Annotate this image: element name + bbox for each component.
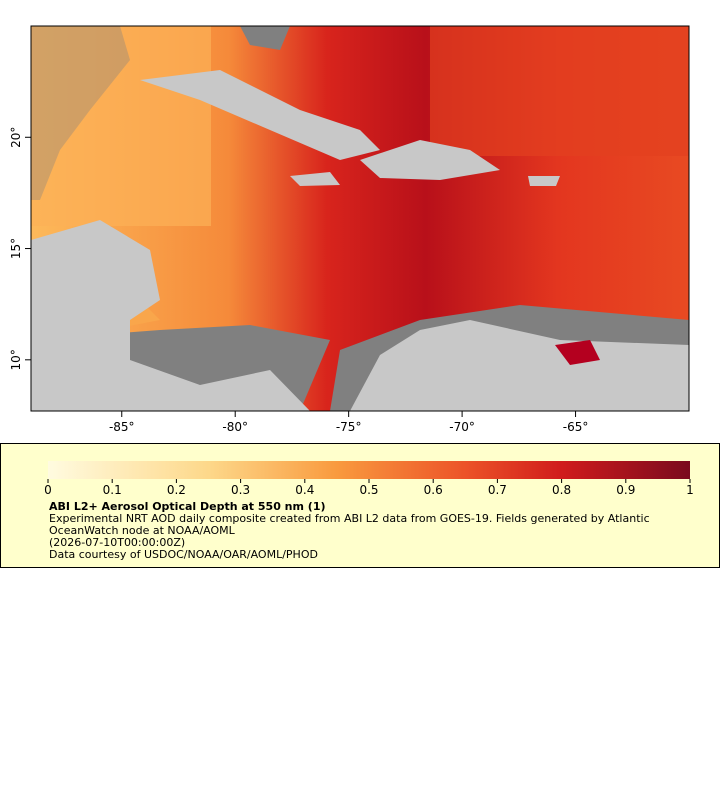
colorbar-tick-label: 0.8 <box>552 483 571 497</box>
x-tick-label: -75° <box>336 420 362 434</box>
x-tick-label: -65° <box>563 420 589 434</box>
colorbar-tick-label: 0.4 <box>295 483 314 497</box>
colorbar-tick-label: 0.9 <box>616 483 635 497</box>
map-image <box>31 26 689 411</box>
colorbar-tick-label: 0.2 <box>167 483 186 497</box>
colorbar-tick-label: 0.1 <box>103 483 122 497</box>
colorbar-tick-label: 0 <box>44 483 52 497</box>
y-tick-label: 20° <box>9 127 23 148</box>
x-tick-label: -80° <box>222 420 248 434</box>
y-tick-label: 10° <box>9 349 23 370</box>
map-figure: -85° -80° -75° -70° -65° 10° 15° 20° <box>9 25 690 434</box>
legend-title: ABI L2+ Aerosol Optical Depth at 550 nm … <box>49 500 326 513</box>
colorbar-ramp <box>48 461 690 479</box>
colorbar-tick-label: 1 <box>686 483 694 497</box>
legend-line: (2026-07-10T00:00:00Z) <box>49 536 186 549</box>
map-frame <box>30 25 690 412</box>
colorbar-tick-label: 0.7 <box>488 483 507 497</box>
legend-line: Experimental NRT AOD daily composite cre… <box>49 512 650 525</box>
x-tick-label: -70° <box>449 420 475 434</box>
colorbar-tick-label: 0.6 <box>424 483 443 497</box>
legend-line: OceanWatch node at NOAA/AOML <box>49 524 235 537</box>
legend-box: 0 0.1 0.2 0.3 0.4 0.5 0.6 0.7 0.8 0.9 1 ABI L2+ Ae… <box>0 443 720 568</box>
colorbar: 0 0.1 0.2 0.3 0.4 0.5 0.6 0.7 0.8 0.9 1 <box>44 461 694 497</box>
colorbar-tick-label: 0.3 <box>231 483 250 497</box>
y-tick-label: 15° <box>9 238 23 259</box>
legend-line: Data courtesy of USDOC/NOAA/OAR/AOML/PHO… <box>49 548 318 561</box>
x-tick-label: -85° <box>109 420 135 434</box>
colorbar-tick-label: 0.5 <box>359 483 378 497</box>
